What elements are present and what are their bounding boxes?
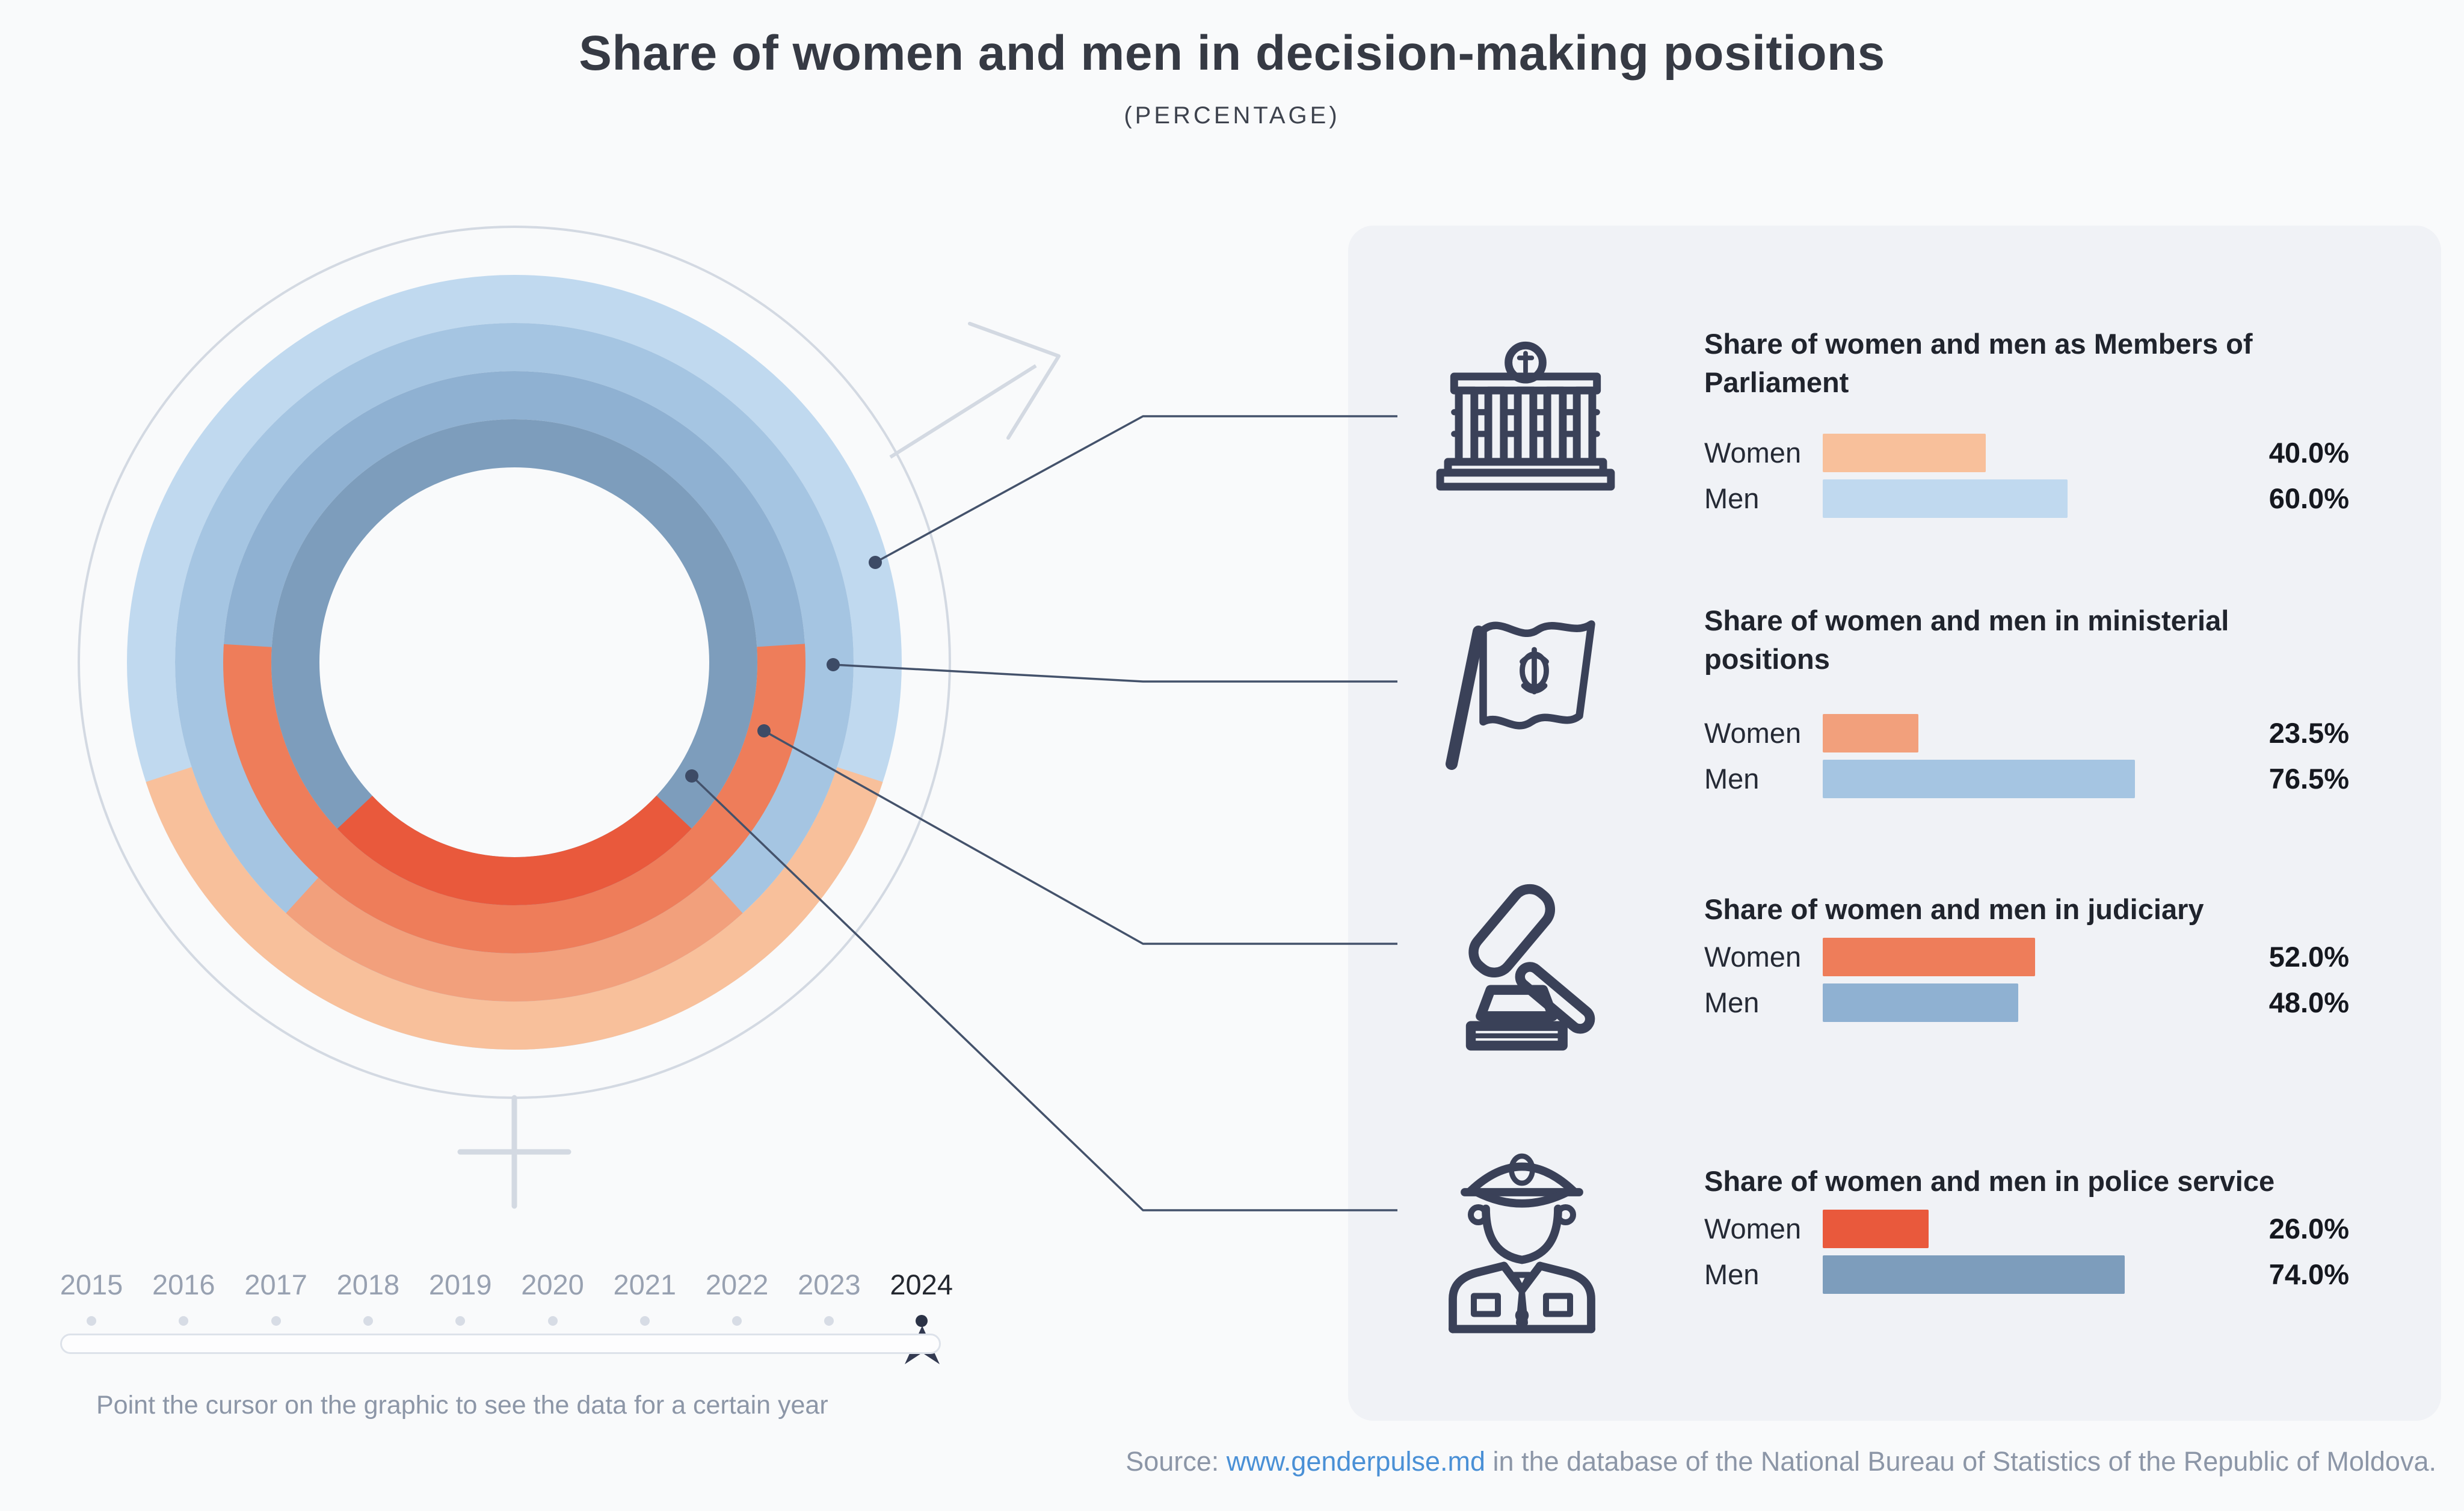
row-value-men: 60.0% [2268, 482, 2349, 514]
row-label-men: Men [1704, 986, 1760, 1018]
row-label-women: Women [1704, 1213, 1802, 1245]
item-title-judiciary: Share of women and men in judiciary [1704, 893, 2204, 925]
timeline-dot-2015[interactable] [87, 1316, 96, 1326]
row-label-men: Men [1704, 1258, 1760, 1290]
ring-2-women-arc[interactable] [175, 323, 854, 1002]
connector-line-police [691, 775, 1397, 1211]
stat-row: Women 26.0% [1704, 1208, 2349, 1250]
connector-dot-ministerial [827, 658, 840, 671]
stat-row: Men 48.0% [1704, 982, 2349, 1024]
connector-line-judiciary [763, 730, 1397, 945]
row-label-men: Men [1704, 482, 1760, 514]
page-title: Share of women and men in decision-makin… [579, 26, 1885, 81]
timeline-year-2022[interactable]: 2022 [705, 1269, 769, 1300]
timeline-year-2023[interactable]: 2023 [798, 1269, 861, 1300]
item-title-police: Share of women and men in police service [1704, 1165, 2275, 1197]
item-title-parliament: Share of women and men as Members of Par… [1704, 328, 2253, 398]
row-value-women: 52.0% [2268, 941, 2349, 973]
timeline-year-2019[interactable]: 2019 [428, 1269, 492, 1300]
timeline-year-2021[interactable]: 2021 [613, 1269, 677, 1300]
row-value-women: 40.0% [2268, 437, 2349, 469]
timeline-dot-2021[interactable] [639, 1316, 650, 1326]
timeline-track[interactable] [60, 1334, 941, 1354]
connector-line-ministerial [833, 663, 1397, 683]
page-subtitle: (PERCENTAGE) [1124, 102, 1340, 129]
timeline-year-2020[interactable]: 2020 [521, 1269, 584, 1300]
women-bar-police [1823, 1210, 1929, 1248]
source-line: Source: www.genderpulse.md in the databa… [1126, 1446, 2436, 1477]
row-value-men: 48.0% [2268, 986, 2349, 1018]
row-value-women: 23.5% [2268, 717, 2349, 749]
stat-row: Men 60.0% [1704, 478, 2349, 520]
timeline-dot-2024[interactable] [915, 1315, 928, 1327]
timeline-dot-2018[interactable] [363, 1316, 373, 1326]
timeline-dot-2019[interactable] [455, 1316, 466, 1326]
stat-row: Men 76.5% [1704, 758, 2349, 800]
men-bar-judiciary [1823, 983, 2018, 1022]
row-label-men: Men [1704, 763, 1760, 795]
source-prefix: Source: [1126, 1446, 1227, 1477]
male-arrow-shaft [889, 364, 1037, 459]
men-bar-ministerial [1823, 760, 2135, 798]
gavel-icon [1435, 864, 1615, 1063]
timeline-dot-2016[interactable] [179, 1316, 189, 1326]
timeline-year-2016[interactable]: 2016 [152, 1269, 215, 1300]
male-arrow-head [968, 322, 1061, 440]
row-value-men: 74.0% [2268, 1258, 2349, 1290]
timeline-year-2018[interactable]: 2018 [336, 1269, 400, 1300]
timeline-dot-2017[interactable] [271, 1316, 281, 1326]
row-label-women: Women [1704, 941, 1802, 973]
stat-row: Women 23.5% [1704, 712, 2349, 754]
timeline-year-2024[interactable]: 2024 [890, 1269, 953, 1300]
moldova-flag-icon [1431, 608, 1617, 788]
row-label-women: Women [1704, 717, 1802, 749]
connector-dot-judiciary [757, 724, 771, 737]
timeline-year-2017[interactable]: 2017 [244, 1269, 307, 1300]
women-bar-judiciary [1823, 938, 2035, 976]
timeline-hint: Point the cursor on the graphic to see t… [96, 1391, 828, 1420]
timeline-dot-2022[interactable] [732, 1316, 742, 1326]
ring-4-women-arc[interactable] [271, 419, 757, 905]
women-bar-ministerial [1823, 714, 1918, 752]
ring-3-women-arc[interactable] [223, 371, 805, 953]
gender-symbol-icon [78, 226, 1061, 1209]
source-suffix: in the database of the National Bureau o… [1485, 1446, 2436, 1477]
timeline-year-2015[interactable]: 2015 [60, 1269, 123, 1300]
connector-line-parliament [875, 415, 1397, 564]
men-bar-police [1823, 1255, 2125, 1294]
row-label-women: Women [1704, 437, 1802, 469]
timeline-dot-2020[interactable] [547, 1316, 558, 1326]
connector-dot-parliament [869, 556, 882, 569]
row-value-women: 26.0% [2268, 1213, 2349, 1245]
ring-1-women-arc[interactable] [127, 275, 902, 1050]
parliament-building-icon [1426, 339, 1625, 494]
stat-row: Women 52.0% [1704, 936, 2349, 978]
stat-row: Women 40.0% [1704, 432, 2349, 474]
item-title-ministerial: Share of women and men in ministerial po… [1704, 605, 2229, 675]
women-bar-parliament [1823, 434, 1986, 472]
men-bar-parliament [1823, 479, 2068, 518]
timeline-dot-2023[interactable] [824, 1316, 834, 1326]
connector-dot-police [685, 769, 698, 783]
source-link[interactable]: www.genderpulse.md [1226, 1446, 1486, 1477]
police-officer-icon [1432, 1132, 1612, 1340]
stat-row: Men 74.0% [1704, 1254, 2349, 1296]
row-value-men: 76.5% [2268, 763, 2349, 795]
female-cross [457, 1095, 571, 1209]
